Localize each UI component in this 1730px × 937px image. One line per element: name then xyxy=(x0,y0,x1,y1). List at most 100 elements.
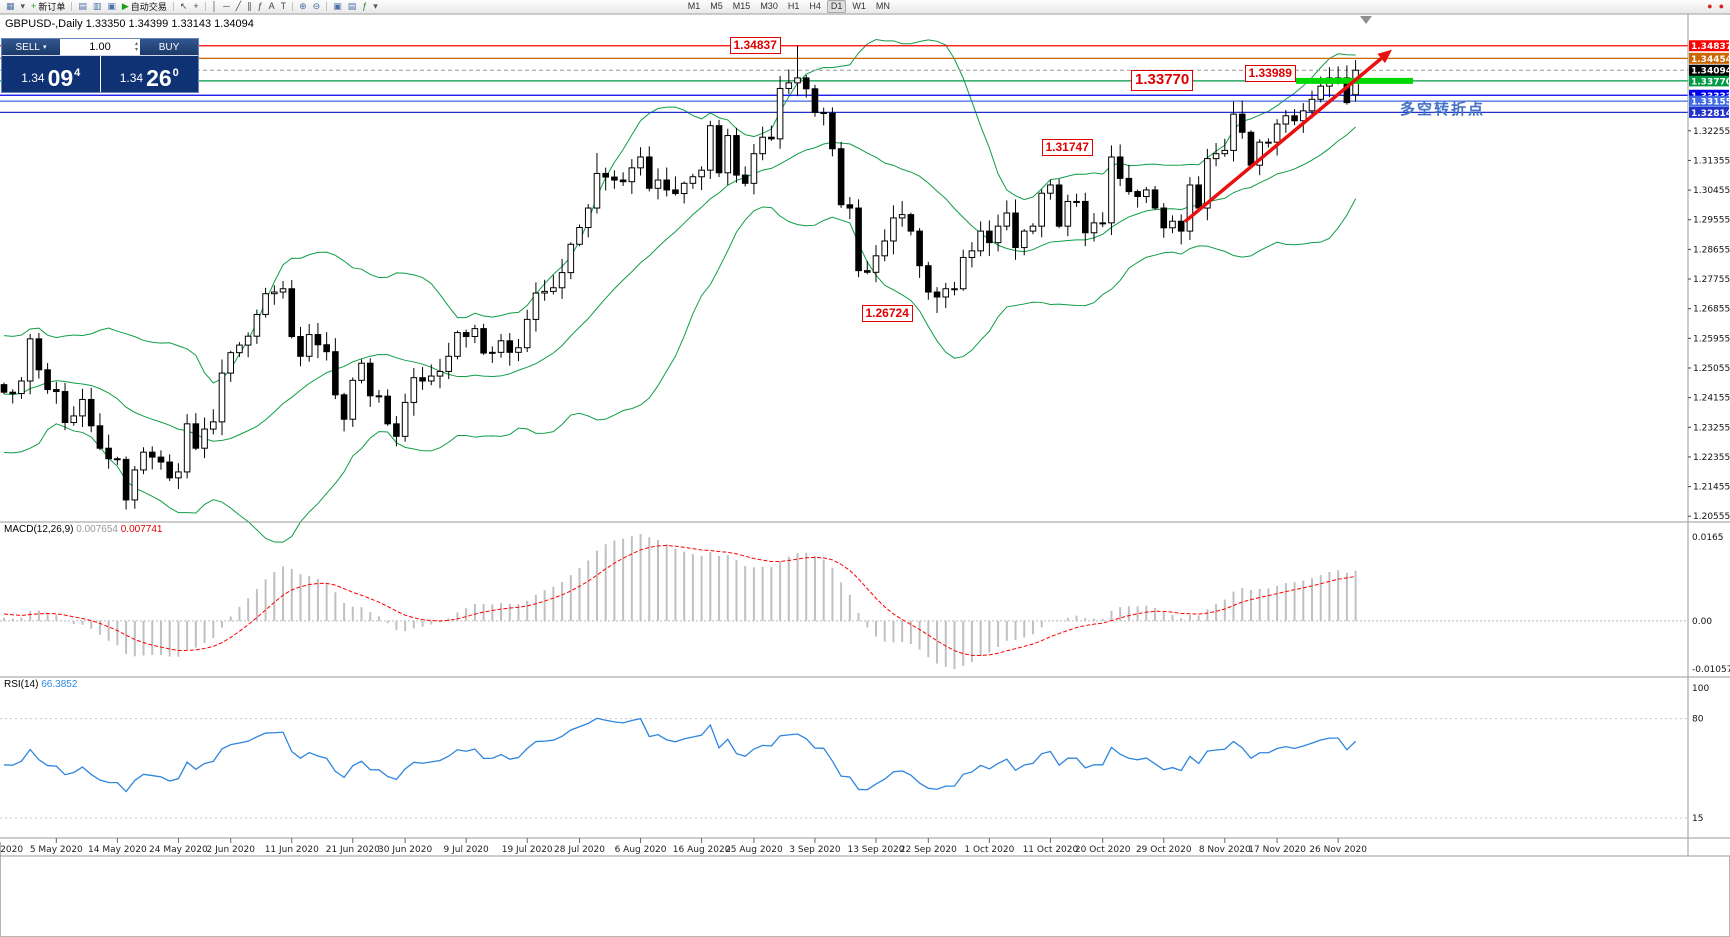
svg-text:1.28655: 1.28655 xyxy=(1693,245,1730,255)
rsi-indicator-label: RSI(14) 66.3852 xyxy=(4,679,77,690)
record-red-icon-2[interactable]: ● xyxy=(1718,1,1724,11)
volume-value[interactable]: 1.00 xyxy=(89,41,111,53)
buy-button[interactable]: BUY xyxy=(140,39,198,55)
timeframe-w1[interactable]: W1 xyxy=(852,1,866,11)
cascade-windows-icon[interactable]: ▤ xyxy=(347,1,357,11)
timeframe-d1[interactable]: D1 xyxy=(826,0,847,13)
turning-point-note[interactable]: 多空转折点 xyxy=(1400,100,1486,118)
one-click-trading-panel[interactable]: SELL ▾ 1.00 ▴ ▾ BUY 1.34 09 4 1.34 26 0 xyxy=(1,38,199,93)
sell-button[interactable]: SELL ▾ xyxy=(2,39,60,55)
fibonacci-icon[interactable]: ƒ xyxy=(257,1,263,11)
svg-text:13 Sep 2020: 13 Sep 2020 xyxy=(847,845,904,855)
svg-text:11 Oct 2020: 11 Oct 2020 xyxy=(1023,845,1079,855)
svg-text:1.22355: 1.22355 xyxy=(1693,453,1730,463)
chevron-down-icon: ▾ xyxy=(42,44,47,51)
svg-text:6 Aug 2020: 6 Aug 2020 xyxy=(615,845,667,855)
sell-price-tile[interactable]: 1.34 09 4 xyxy=(2,56,100,92)
new-chart-icon[interactable]: ▦ xyxy=(6,1,15,11)
timeframe-m5[interactable]: M5 xyxy=(710,1,723,11)
svg-text:0.00: 0.00 xyxy=(1692,617,1712,627)
svg-text:1.29555: 1.29555 xyxy=(1693,216,1730,226)
svg-text:1.30455: 1.30455 xyxy=(1693,186,1730,196)
zoom-out-icon[interactable]: ⊖ xyxy=(312,1,321,11)
tile-windows-icon[interactable]: ▣ xyxy=(333,1,342,11)
timeframe-h1[interactable]: H1 xyxy=(787,1,800,11)
sell-price-pips: 09 xyxy=(47,65,74,91)
price-annotation[interactable]: 1.31747 xyxy=(1041,139,1093,157)
spinner-down-icon[interactable]: ▾ xyxy=(134,47,138,53)
timeframe-m15[interactable]: M15 xyxy=(732,1,751,11)
svg-text:11 Jun 2020: 11 Jun 2020 xyxy=(265,845,319,855)
price-annotation[interactable]: 1.33770 xyxy=(1131,70,1194,92)
timeframe-m30[interactable]: M30 xyxy=(760,1,778,11)
timeframe-m1[interactable]: M1 xyxy=(687,1,701,11)
candles xyxy=(0,45,1359,510)
svg-text:30 Jun 2020: 30 Jun 2020 xyxy=(378,845,432,855)
price-annotation[interactable]: 1.34837 xyxy=(729,37,781,55)
svg-text:16 Aug 2020: 16 Aug 2020 xyxy=(673,845,731,855)
svg-text:80: 80 xyxy=(1692,715,1704,725)
buy-price-tile[interactable]: 1.34 26 0 xyxy=(100,56,198,92)
price-annotation[interactable]: 1.33989 xyxy=(1244,65,1296,83)
equidistant-channel-icon[interactable]: ∥ xyxy=(247,1,252,11)
svg-text:22 Sep 2020: 22 Sep 2020 xyxy=(900,845,957,855)
zoom-in-icon[interactable]: ⊕ xyxy=(299,1,307,11)
buy-price-frac: 0 xyxy=(172,67,179,79)
horizontal-line-icon[interactable]: ─ xyxy=(223,1,230,11)
svg-text:15: 15 xyxy=(1692,814,1703,824)
svg-text:25 Aug 2020: 25 Aug 2020 xyxy=(725,845,783,855)
trendline-icon[interactable]: ╱ xyxy=(235,1,242,11)
indicators-icon[interactable]: ƒ xyxy=(362,1,368,11)
price-annotation[interactable]: 1.26724 xyxy=(861,304,913,322)
chart-shift-marker[interactable] xyxy=(1360,16,1372,24)
svg-text:9 Jul 2020: 9 Jul 2020 xyxy=(444,845,489,855)
svg-text:1.31355: 1.31355 xyxy=(1693,156,1730,166)
svg-text:14 May 2020: 14 May 2020 xyxy=(88,845,147,855)
toolbar-separator xyxy=(326,2,328,11)
crosshair-icon[interactable]: + xyxy=(193,1,199,11)
timeframe-h4[interactable]: H4 xyxy=(809,1,821,11)
autotrade-button[interactable]: ▶ 自动交易 xyxy=(121,1,167,13)
price-axis[interactable] xyxy=(1689,14,1730,856)
trend-arrow-head xyxy=(1377,49,1392,64)
svg-text:3 Sep 2020: 3 Sep 2020 xyxy=(789,845,841,855)
spinner-up-icon[interactable]: ▴ xyxy=(134,41,138,47)
toolbar-separator xyxy=(292,2,294,11)
buy-button-label: BUY xyxy=(158,41,180,53)
svg-text:1.24155: 1.24155 xyxy=(1693,394,1730,404)
svg-text:1.33155: 1.33155 xyxy=(1691,98,1730,108)
terminal-icon[interactable]: ▣ xyxy=(107,1,116,11)
data-window-icon[interactable]: ▥ xyxy=(92,1,102,11)
cursor-icon[interactable]: ↖ xyxy=(179,1,188,11)
macd-name: MACD(12,26,9) xyxy=(4,524,74,535)
sell-price-frac: 4 xyxy=(74,67,81,79)
market-watch-icon[interactable]: ▤ xyxy=(78,1,87,11)
svg-text:20 Oct 2020: 20 Oct 2020 xyxy=(1075,845,1131,855)
text-label-icon[interactable]: T xyxy=(280,1,287,11)
text-icon[interactable]: A xyxy=(268,1,275,11)
toolbar-separator xyxy=(71,2,73,11)
trade-panel-controls: SELL ▾ 1.00 ▴ ▾ BUY xyxy=(2,39,198,56)
svg-text:1 Oct 2020: 1 Oct 2020 xyxy=(964,845,1014,855)
trend-arrow[interactable] xyxy=(1183,57,1383,223)
macd-indicator-label: MACD(12,26,9) 0.007654 0.007741 xyxy=(4,524,162,535)
svg-text:1.34837: 1.34837 xyxy=(1691,42,1730,52)
svg-text:1.21455: 1.21455 xyxy=(1693,483,1730,493)
indicators-dropdown-caret[interactable]: ▾ xyxy=(373,1,378,11)
svg-text:29 Oct 2020: 29 Oct 2020 xyxy=(1136,845,1192,855)
panel-borders xyxy=(0,13,1730,857)
vertical-line-icon[interactable]: │ xyxy=(211,1,218,11)
svg-text:24 May 2020: 24 May 2020 xyxy=(149,845,208,855)
new-order-button[interactable]: + 新订单 xyxy=(31,1,66,13)
chart-dropdown-caret[interactable]: ▾ xyxy=(20,1,26,11)
record-red-icon[interactable]: ● xyxy=(1707,1,1713,11)
sell-button-label: SELL xyxy=(15,41,40,53)
timeframe-mn[interactable]: MN xyxy=(875,1,890,11)
svg-text:1.32255: 1.32255 xyxy=(1693,127,1730,137)
volume-stepper[interactable]: 1.00 ▴ ▾ xyxy=(60,39,140,55)
volume-spinner[interactable]: ▴ ▾ xyxy=(135,41,138,53)
svg-text:21 Jun 2020: 21 Jun 2020 xyxy=(326,845,380,855)
